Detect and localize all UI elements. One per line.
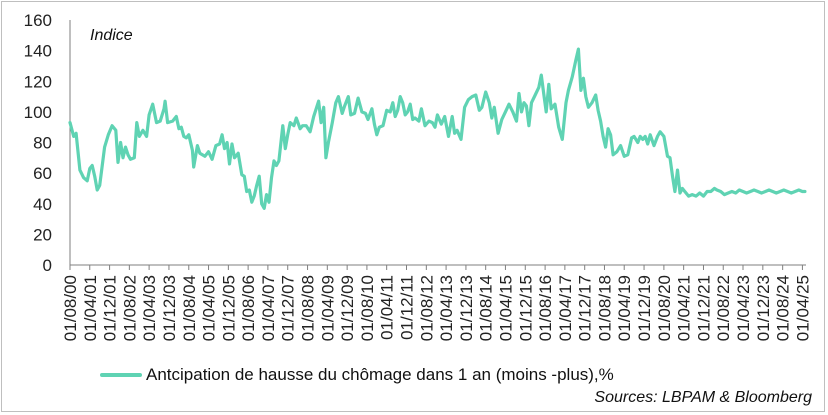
x-tick-label: 01/04/01 (81, 275, 100, 341)
x-tick-label: 01/04/17 (556, 275, 575, 341)
axes (69, 20, 806, 266)
x-tick-label: 01/04/23 (734, 275, 753, 341)
x-tick-label: 01/12/23 (754, 275, 773, 341)
x-tick-label: 01/08/04 (180, 275, 199, 341)
source-note: Sources: LBPAM & Bloomberg (594, 389, 812, 406)
x-tick-label: 01/04/13 (437, 275, 456, 341)
x-tick-label: 01/08/24 (774, 275, 793, 341)
x-tick-label: 01/08/20 (655, 275, 674, 341)
x-tick-label: 01/08/08 (299, 275, 318, 341)
y-tick-label: 140 (24, 42, 52, 61)
x-tick-label: 01/08/12 (417, 275, 436, 341)
x-tick-label: 01/04/25 (793, 275, 812, 341)
x-tick-label: 01/08/06 (239, 275, 258, 341)
y-tick-label: 60 (33, 164, 52, 183)
x-tick-label: 01/12/15 (516, 275, 535, 341)
y-tick-label: 100 (24, 103, 52, 122)
x-axis-ticks: 01/08/00 01/04/01 01/12/01 01/08/02 01/04/03… (61, 265, 812, 341)
y-tick-label: 160 (24, 11, 52, 30)
y-tick-label: 40 (33, 195, 52, 214)
x-tick-label: 01/08/22 (714, 275, 733, 341)
y-axis-ticks: 0 20 40 60 80 100 120 140 160 (24, 11, 52, 275)
x-tick-label: 01/04/09 (318, 275, 337, 341)
x-tick-label: 01/08/02 (120, 275, 139, 341)
y-tick-label: 20 (33, 225, 52, 244)
series-group (68, 47, 807, 210)
x-tick-label: 01/12/13 (457, 275, 476, 341)
y-tick-label: 120 (24, 72, 52, 91)
x-tick-label: 01/12/17 (576, 275, 595, 341)
x-tick-label: 01/08/00 (61, 275, 80, 341)
series-line (68, 47, 807, 210)
x-tick-label: 01/04/19 (615, 275, 634, 341)
x-tick-label: 01/04/05 (200, 275, 219, 341)
x-tick-label: 01/12/21 (694, 275, 713, 341)
x-tick-label: 01/08/14 (477, 275, 496, 341)
x-tick-label: 01/04/03 (140, 275, 159, 341)
x-tick-label: 01/12/11 (397, 275, 416, 340)
x-tick-label: 01/12/07 (279, 275, 298, 341)
x-tick-label: 01/04/21 (675, 275, 694, 341)
legend-label: Antcipation de hausse du chômage dans 1 … (146, 365, 614, 384)
x-tick-label: 01/12/19 (635, 275, 654, 341)
y-tick-label: 0 (43, 256, 52, 275)
x-tick-label: 01/04/15 (496, 275, 515, 341)
legend-swatch (100, 373, 142, 377)
x-tick-label: 01/08/10 (358, 275, 377, 341)
x-tick-label: 01/12/01 (101, 275, 120, 341)
x-tick-label: 01/04/11 (378, 275, 397, 340)
x-tick-label: 01/08/16 (536, 275, 555, 341)
y-axis-label: Indice (90, 27, 133, 44)
x-tick-label: 01/12/05 (219, 275, 238, 341)
x-tick-label: 01/12/03 (160, 275, 179, 341)
x-tick-label: 01/08/18 (595, 275, 614, 341)
legend: Antcipation de hausse du chômage dans 1 … (100, 364, 614, 386)
x-tick-label: 01/04/07 (259, 275, 278, 341)
x-tick-label: 01/12/09 (338, 275, 357, 341)
y-tick-label: 80 (33, 134, 52, 153)
